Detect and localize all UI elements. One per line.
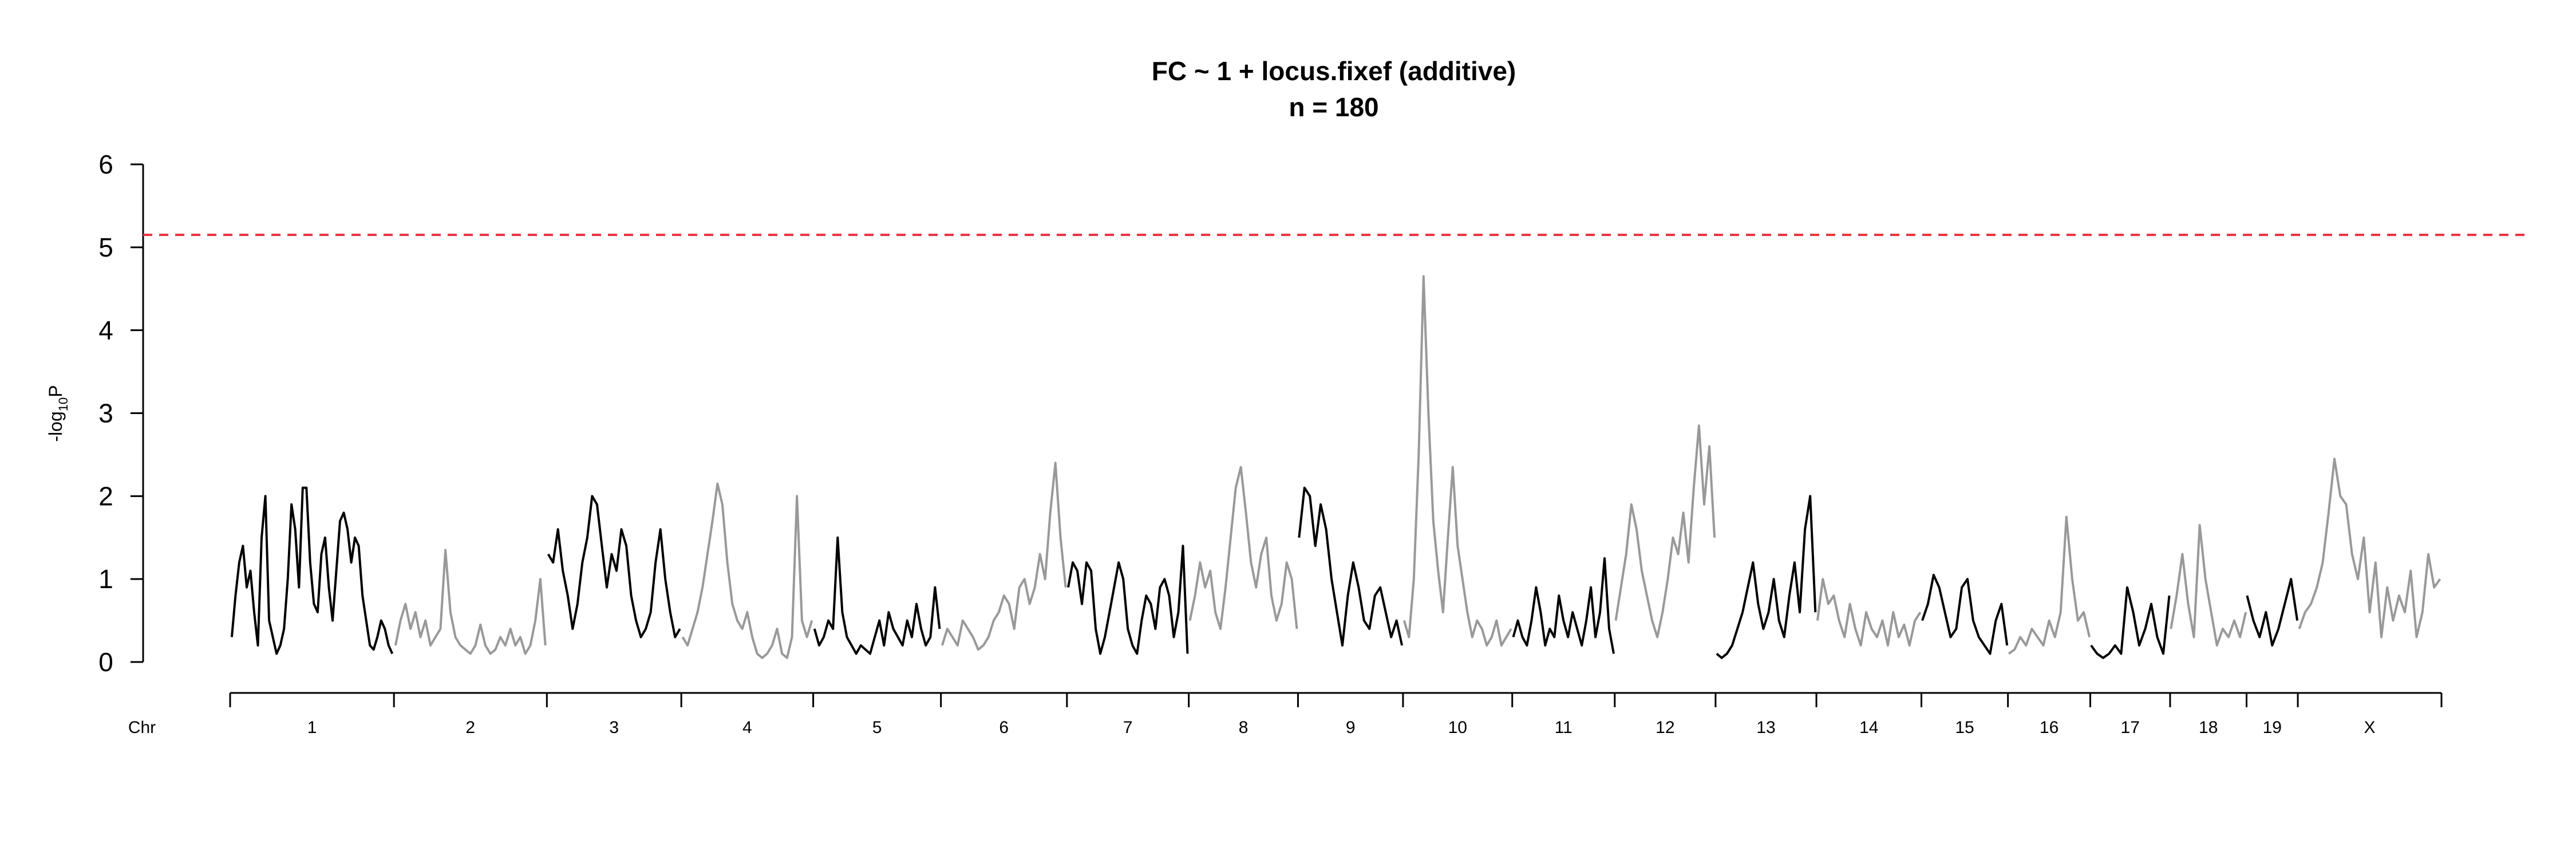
y-tick-label: 4 xyxy=(98,316,113,345)
chr-2-series xyxy=(394,549,547,655)
chr-11-series xyxy=(1512,557,1615,654)
chr-label-11: 11 xyxy=(1555,718,1573,737)
chr-15-series xyxy=(1921,573,2009,655)
chr-label-16: 16 xyxy=(2040,718,2059,737)
y-axis-label-prefix: -log xyxy=(45,411,66,442)
chr-label-5: 5 xyxy=(872,718,882,737)
chr-label-2: 2 xyxy=(465,718,475,737)
chr-label-8: 8 xyxy=(1239,718,1249,737)
chr-label-14: 14 xyxy=(1859,718,1878,737)
y-axis-label: -log10P xyxy=(45,385,70,442)
chr-label-19: 19 xyxy=(2263,718,2282,737)
chr-17-series xyxy=(2090,586,2171,659)
chr-3-series xyxy=(547,495,681,639)
chr-13-series xyxy=(1716,495,1817,659)
chr-7-series xyxy=(1067,545,1189,655)
chr-16-series xyxy=(2008,515,2091,655)
y-axis: 0 1 2 3 4 5 6 xyxy=(98,149,144,677)
chr-label-X: X xyxy=(2364,718,2376,737)
y-tick-label: 3 xyxy=(98,399,113,428)
chr-label-6: 6 xyxy=(999,718,1009,737)
chr-14-series xyxy=(1816,578,1922,647)
chr-8-series xyxy=(1188,466,1298,631)
chart-title: FC ~ 1 + locus.fixef (additive) xyxy=(1152,56,1516,86)
y-tick-label: 1 xyxy=(98,564,113,594)
y-axis-label-suffix: P xyxy=(45,385,66,397)
chr-label-7: 7 xyxy=(1123,718,1133,737)
chr-label-18: 18 xyxy=(2199,718,2218,737)
chr-label-12: 12 xyxy=(1656,718,1674,737)
chr-label-3: 3 xyxy=(609,718,619,737)
chr-4-series xyxy=(681,482,813,659)
chr-label-4: 4 xyxy=(742,718,752,737)
chr-label-1: 1 xyxy=(307,718,317,737)
y-tick-label: 2 xyxy=(98,481,113,511)
y-axis-label-subscript: 10 xyxy=(56,397,70,411)
chr-5-series xyxy=(813,536,941,655)
chr-6-series xyxy=(941,462,1067,651)
x-axis: Chr 1 2 3 4 5 6 7 8 9 10 11 12 13 14 15 16 17 18 19 X xyxy=(128,692,2443,737)
chr-label-13: 13 xyxy=(1756,718,1775,737)
chr-label-17: 17 xyxy=(2121,718,2140,737)
chr-12-series xyxy=(1614,424,1716,639)
chr-label-9: 9 xyxy=(1346,718,1356,737)
chart-subtitle: n = 180 xyxy=(1289,92,1378,122)
chr-1-series xyxy=(230,486,394,655)
chr-19-series xyxy=(2246,578,2299,647)
y-tick-label: 5 xyxy=(98,233,113,262)
x-axis-label: Chr xyxy=(128,718,156,737)
chr-label-15: 15 xyxy=(1955,718,1974,737)
chr-9-series xyxy=(1298,486,1404,647)
series-layer xyxy=(230,275,2441,659)
chr-18-series xyxy=(2170,524,2247,647)
chr-10-series xyxy=(1402,275,1512,647)
y-tick-label: 0 xyxy=(98,647,113,677)
chr-label-10: 10 xyxy=(1448,718,1467,737)
y-tick-label: 6 xyxy=(98,149,113,179)
chr-X-series xyxy=(2298,458,2441,639)
